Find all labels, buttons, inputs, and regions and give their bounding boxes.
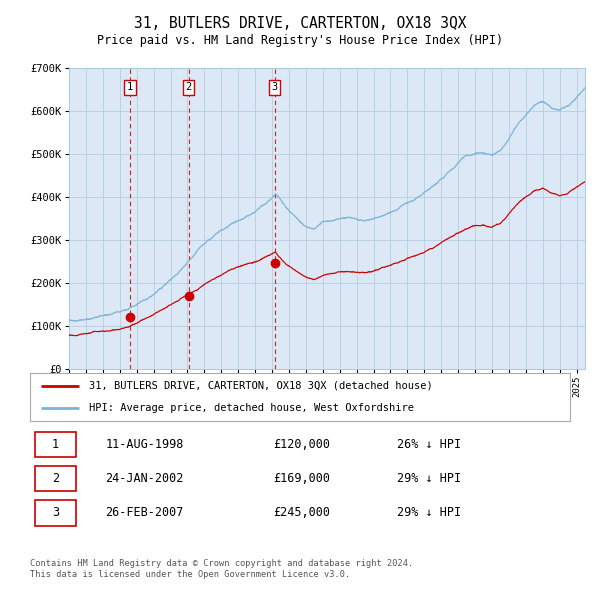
Text: £169,000: £169,000	[273, 472, 330, 485]
Text: £245,000: £245,000	[273, 506, 330, 519]
Text: 2: 2	[185, 83, 192, 93]
Text: Price paid vs. HM Land Registry's House Price Index (HPI): Price paid vs. HM Land Registry's House …	[97, 34, 503, 47]
FancyBboxPatch shape	[35, 500, 76, 526]
FancyBboxPatch shape	[35, 466, 76, 491]
Text: 26-FEB-2007: 26-FEB-2007	[106, 506, 184, 519]
Text: 1: 1	[52, 438, 59, 451]
Text: 3: 3	[271, 83, 278, 93]
Text: 29% ↓ HPI: 29% ↓ HPI	[397, 506, 461, 519]
Text: 1: 1	[127, 83, 133, 93]
Text: 3: 3	[52, 506, 59, 519]
Text: 31, BUTLERS DRIVE, CARTERTON, OX18 3QX (detached house): 31, BUTLERS DRIVE, CARTERTON, OX18 3QX (…	[89, 381, 433, 391]
Text: 31, BUTLERS DRIVE, CARTERTON, OX18 3QX: 31, BUTLERS DRIVE, CARTERTON, OX18 3QX	[134, 16, 466, 31]
Text: 26% ↓ HPI: 26% ↓ HPI	[397, 438, 461, 451]
FancyBboxPatch shape	[35, 432, 76, 457]
Text: HPI: Average price, detached house, West Oxfordshire: HPI: Average price, detached house, West…	[89, 403, 415, 413]
Text: 29% ↓ HPI: 29% ↓ HPI	[397, 472, 461, 485]
Text: 11-AUG-1998: 11-AUG-1998	[106, 438, 184, 451]
Text: Contains HM Land Registry data © Crown copyright and database right 2024.
This d: Contains HM Land Registry data © Crown c…	[30, 559, 413, 579]
Text: £120,000: £120,000	[273, 438, 330, 451]
Text: 2: 2	[52, 472, 59, 485]
Text: 24-JAN-2002: 24-JAN-2002	[106, 472, 184, 485]
